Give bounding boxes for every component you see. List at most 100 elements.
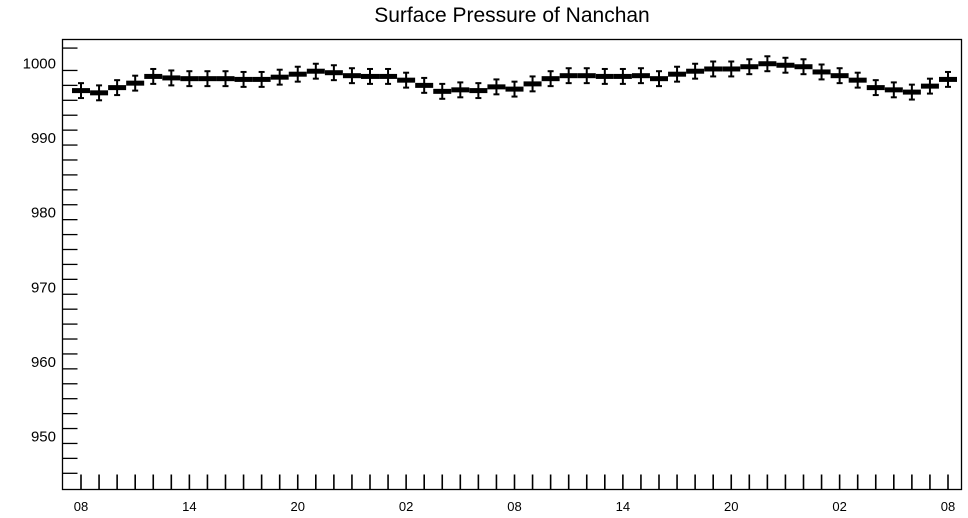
data-point — [324, 64, 343, 82]
y-tick-label: 970 — [31, 279, 56, 296]
data-point — [288, 65, 307, 83]
data-marker — [866, 85, 885, 91]
data-point — [234, 70, 253, 88]
data-marker — [650, 76, 668, 82]
data-point — [722, 60, 741, 78]
data-marker — [722, 66, 741, 72]
data-point — [812, 63, 831, 81]
data-point — [198, 70, 217, 88]
data-marker — [270, 74, 289, 80]
data-point — [559, 67, 578, 85]
data-marker — [252, 76, 271, 82]
data-point — [686, 62, 705, 80]
data-marker — [541, 76, 560, 82]
data-point — [595, 67, 614, 85]
data-point — [90, 84, 109, 102]
x-tick-label: 02 — [399, 499, 413, 514]
data-point — [848, 71, 867, 89]
x-tick-label: 20 — [724, 499, 738, 514]
data-marker — [830, 73, 849, 79]
data-point — [108, 79, 127, 97]
chart-title: Surface Pressure of Nanchan — [374, 4, 650, 27]
data-marker — [939, 76, 957, 82]
data-point — [613, 67, 632, 85]
data-marker — [523, 81, 542, 87]
data-point — [72, 82, 90, 100]
data-marker — [902, 89, 921, 95]
data-point — [920, 77, 939, 95]
data-marker — [920, 83, 939, 89]
data-point — [902, 83, 921, 101]
data-marker — [198, 76, 217, 82]
y-axis: 950 960 970 980 990 1000 — [23, 47, 78, 474]
data-point — [523, 75, 542, 93]
y-tick-label: 960 — [31, 354, 56, 371]
data-point — [415, 76, 434, 94]
data-marker — [469, 88, 488, 94]
data-marker — [180, 76, 199, 82]
data-marker — [487, 84, 506, 90]
x-tick-label: 08 — [941, 499, 955, 514]
data-point — [794, 58, 813, 76]
data-point — [144, 67, 163, 85]
data-marker — [90, 90, 109, 96]
data-marker — [433, 88, 452, 94]
data-marker — [72, 88, 90, 94]
data-point — [650, 70, 668, 88]
data-marker — [686, 68, 705, 74]
data-point — [884, 81, 903, 99]
y-tick-label: 980 — [31, 205, 56, 222]
data-point — [270, 68, 289, 86]
data-marker — [451, 87, 470, 93]
data-marker — [794, 64, 813, 70]
y-tick-label: 950 — [31, 429, 56, 446]
data-marker — [379, 73, 398, 79]
data-point — [830, 67, 849, 85]
data-marker — [776, 62, 795, 68]
data-marker — [758, 61, 777, 67]
data-point — [939, 70, 957, 88]
data-marker — [108, 85, 127, 91]
data-marker — [631, 73, 650, 79]
data-point — [180, 70, 199, 88]
data-point — [342, 67, 361, 85]
data-point — [306, 62, 325, 80]
data-marker — [884, 87, 903, 93]
data-point — [451, 81, 470, 99]
plot-frame — [61, 38, 963, 491]
data-point — [631, 67, 650, 85]
data-marker — [613, 73, 632, 79]
data-marker — [577, 73, 596, 79]
data-point — [758, 55, 777, 73]
data-point — [252, 70, 271, 88]
data-point — [397, 71, 416, 89]
y-tick-label: 990 — [31, 130, 56, 147]
data-marker — [559, 73, 578, 79]
data-point — [505, 80, 524, 98]
data-marker — [342, 73, 361, 79]
x-axis: 08 14 20 02 08 14 20 02 08 — [74, 474, 955, 514]
data-marker — [812, 69, 831, 75]
data-marker — [740, 64, 759, 70]
data-point — [162, 69, 181, 87]
data-point — [866, 79, 885, 97]
data-point — [704, 60, 723, 78]
data-marker — [505, 86, 524, 92]
data-point — [740, 58, 759, 76]
data-point — [668, 65, 687, 83]
data-point — [433, 82, 452, 100]
data-marker — [288, 71, 307, 77]
data-marker — [595, 73, 614, 79]
data-point — [379, 67, 398, 85]
data-point — [126, 74, 145, 92]
y-tick-label: 1000 — [23, 56, 56, 73]
data-marker — [216, 76, 235, 82]
x-tick-label: 02 — [832, 499, 846, 514]
data-marker — [162, 75, 181, 81]
data-marker — [234, 76, 253, 82]
x-tick-label: 20 — [291, 499, 305, 514]
x-tick-label: 14 — [616, 499, 630, 514]
data-point — [361, 67, 379, 85]
data-marker — [397, 77, 416, 83]
x-tick-label: 08 — [74, 499, 88, 514]
